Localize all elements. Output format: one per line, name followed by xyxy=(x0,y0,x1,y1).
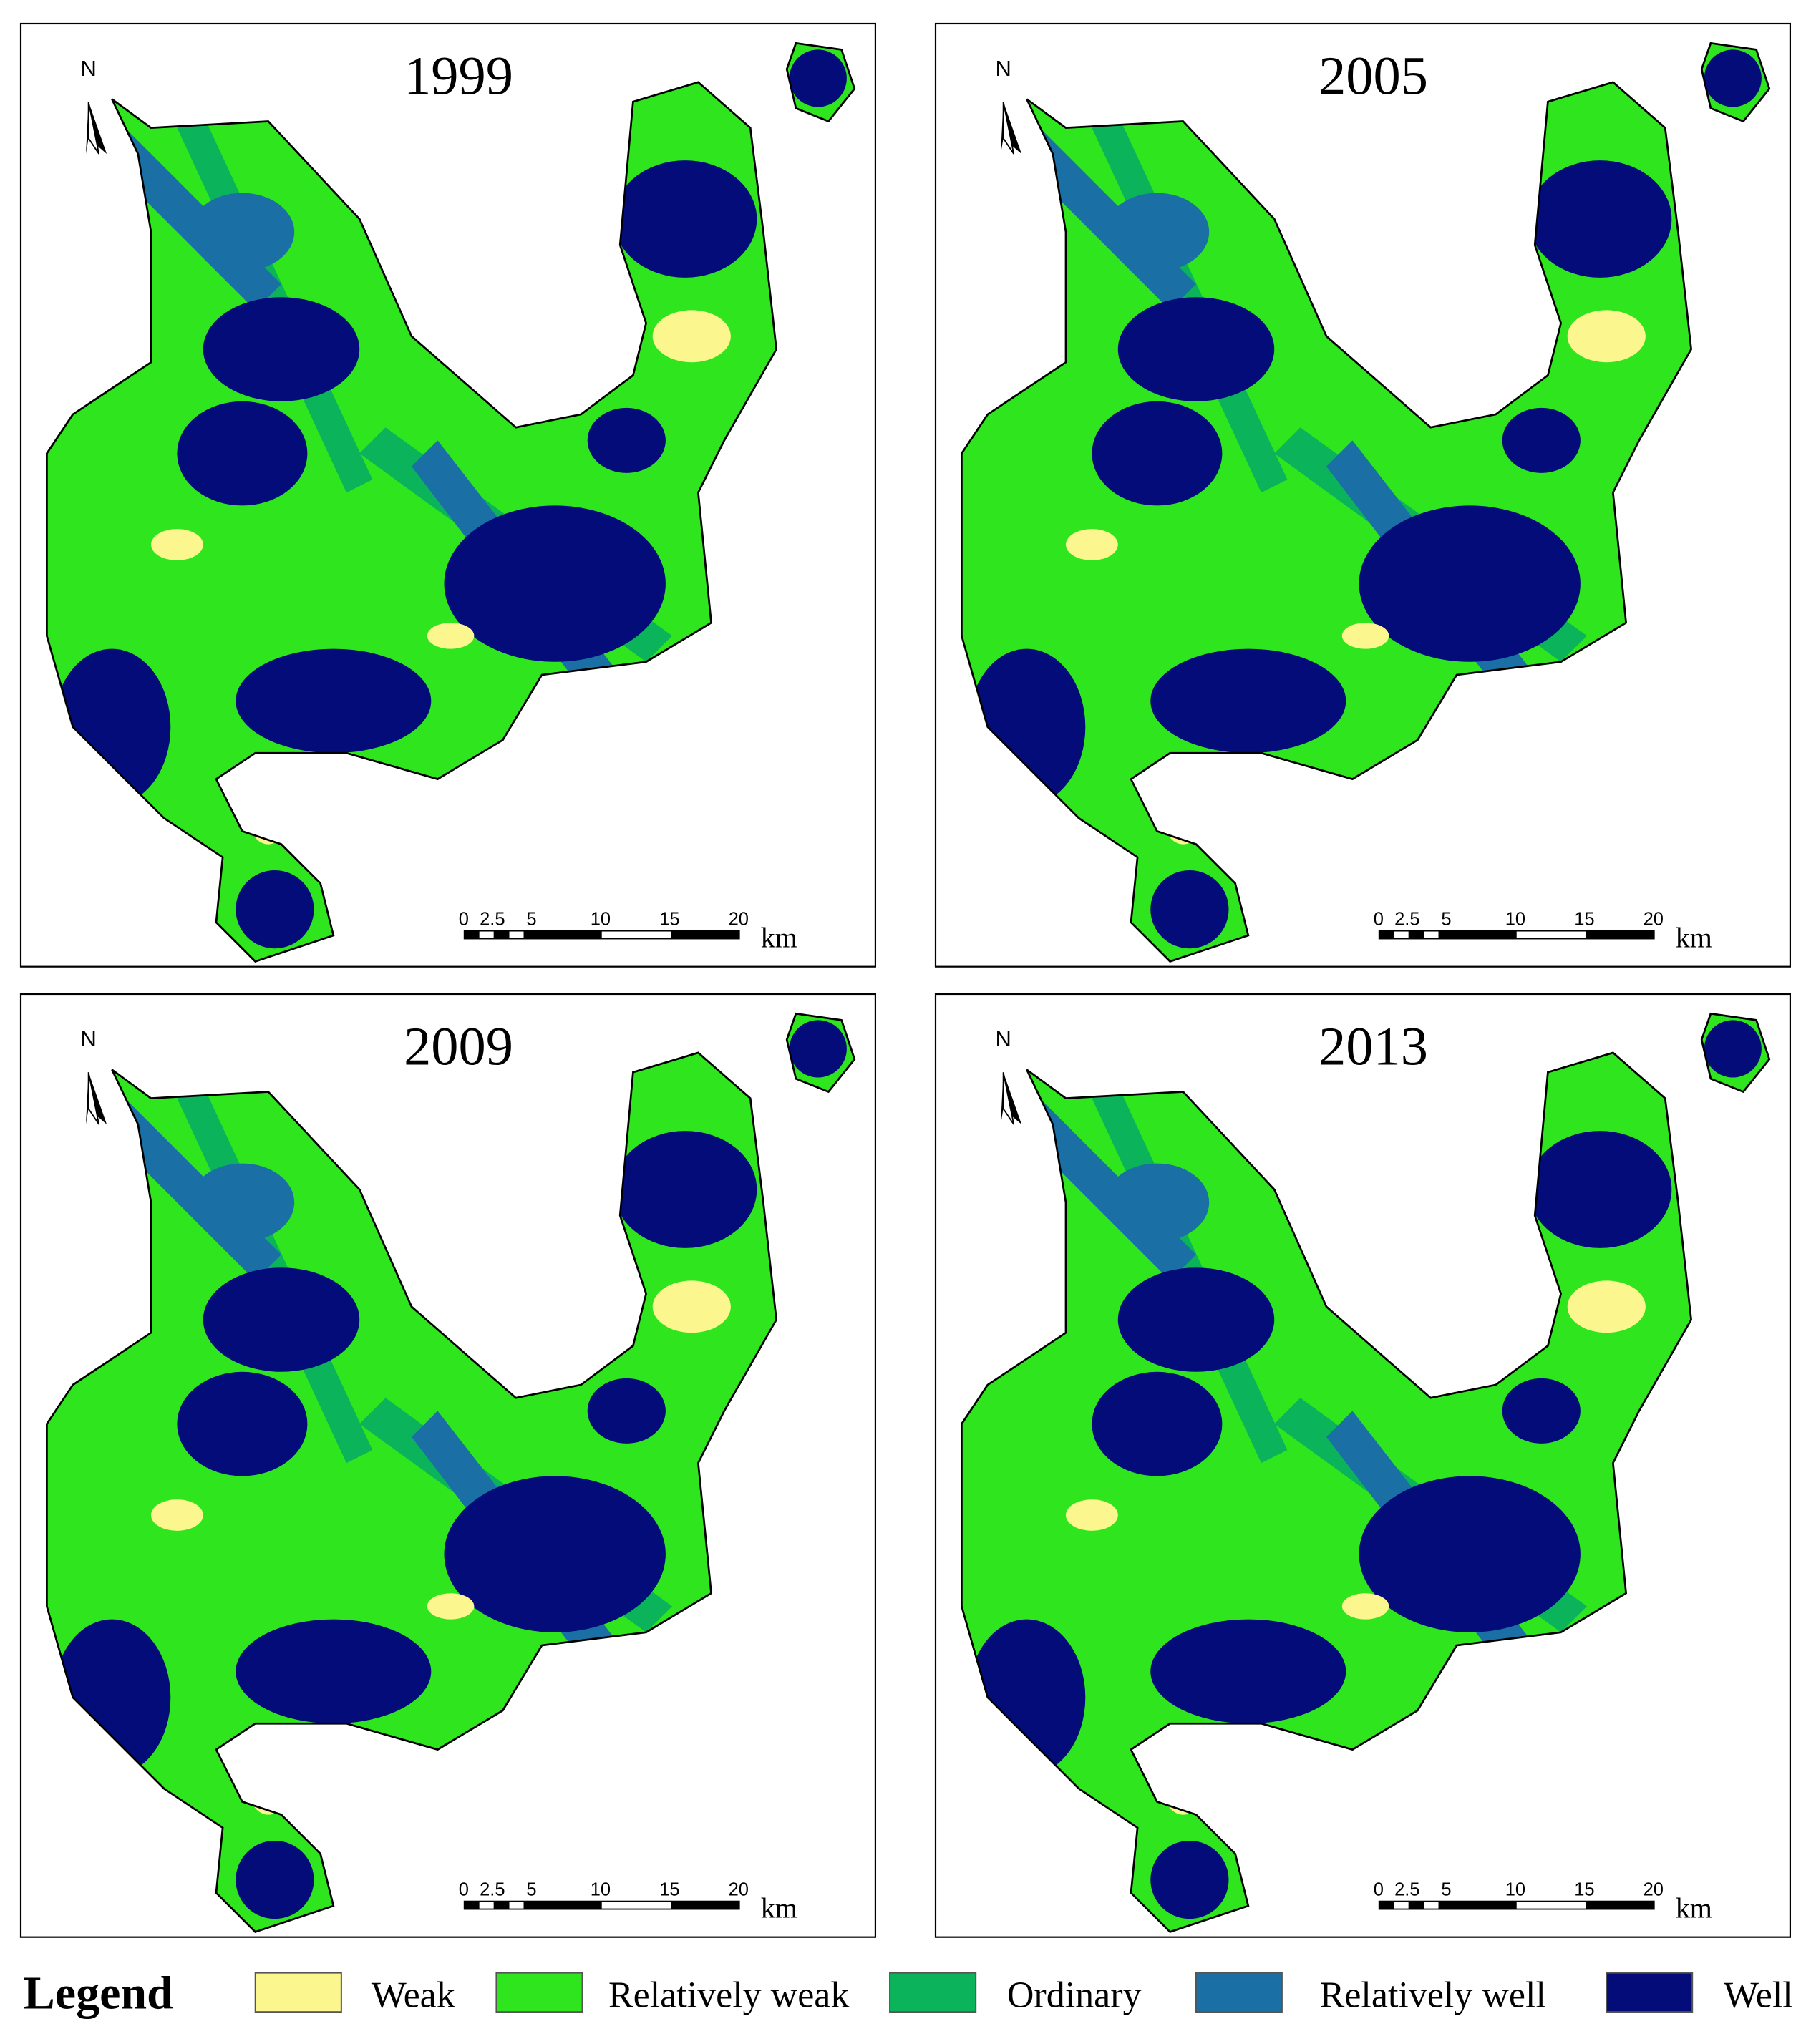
scale-label: 5 xyxy=(1441,1879,1451,1899)
scale-label: 2.5 xyxy=(480,1879,505,1899)
scale-unit: km xyxy=(1676,921,1712,953)
map-panel: 1999 N 0 2.5 5 10 15 20 km xyxy=(21,24,880,975)
scale-label: 10 xyxy=(1505,1879,1525,1899)
legend-label: Well xyxy=(1724,1975,1793,2016)
scale-label: 5 xyxy=(526,1879,536,1899)
legend-title: Legend xyxy=(24,1967,173,2020)
legend-label: Weak xyxy=(372,1975,455,2016)
scale-label: 20 xyxy=(729,1879,749,1899)
scale-unit: km xyxy=(1676,1892,1712,1924)
scale-label: 2.5 xyxy=(480,909,505,929)
panel-year: 2013 xyxy=(1319,1016,1428,1076)
scale-label: 2.5 xyxy=(1394,909,1419,929)
north-label: N xyxy=(80,56,96,81)
legend-label: Ordinary xyxy=(1007,1975,1142,2016)
scale-label: 15 xyxy=(659,909,679,929)
scale-label: 15 xyxy=(1574,1879,1594,1899)
map-panel: 2009 N 0 2.5 5 10 15 20 km xyxy=(21,994,880,1945)
scale-label: 5 xyxy=(1441,909,1451,929)
north-label: N xyxy=(995,56,1011,81)
scale-label: 0 xyxy=(1374,909,1384,929)
scale-label: 0 xyxy=(459,909,469,929)
scale-label: 10 xyxy=(591,1879,611,1899)
panel-year: 2009 xyxy=(404,1016,513,1076)
legend-label: Relatively weak xyxy=(608,1975,849,2016)
legend-label: Relatively well xyxy=(1320,1975,1546,2016)
legend-swatch xyxy=(254,1972,342,2013)
scale-label: 0 xyxy=(1374,1879,1384,1899)
scale-label: 20 xyxy=(1644,1879,1664,1899)
map-panel: 2013 N 0 2.5 5 10 15 20 km xyxy=(936,994,1795,1945)
scale-label: 15 xyxy=(1574,909,1594,929)
scale-label: 10 xyxy=(1505,909,1525,929)
legend-swatch xyxy=(1195,1972,1283,2013)
scale-label: 20 xyxy=(1644,909,1664,929)
scale-label: 20 xyxy=(729,909,749,929)
legend-swatch xyxy=(1606,1972,1694,2013)
legend-swatch xyxy=(495,1972,583,2013)
scale-label: 5 xyxy=(526,909,536,929)
scale-label: 10 xyxy=(591,909,611,929)
north-label: N xyxy=(80,1026,96,1051)
scale-label: 15 xyxy=(659,1879,679,1899)
north-label: N xyxy=(995,1026,1011,1051)
map-panel: 2005 N 0 2.5 5 10 15 20 km xyxy=(936,24,1795,975)
panel-year: 1999 xyxy=(404,45,513,106)
legend-swatch xyxy=(889,1972,977,2013)
scale-unit: km xyxy=(761,1892,797,1924)
scale-label: 2.5 xyxy=(1394,1879,1419,1899)
scale-label: 0 xyxy=(459,1879,469,1899)
scale-unit: km xyxy=(761,921,797,953)
panel-year: 2005 xyxy=(1319,45,1428,106)
